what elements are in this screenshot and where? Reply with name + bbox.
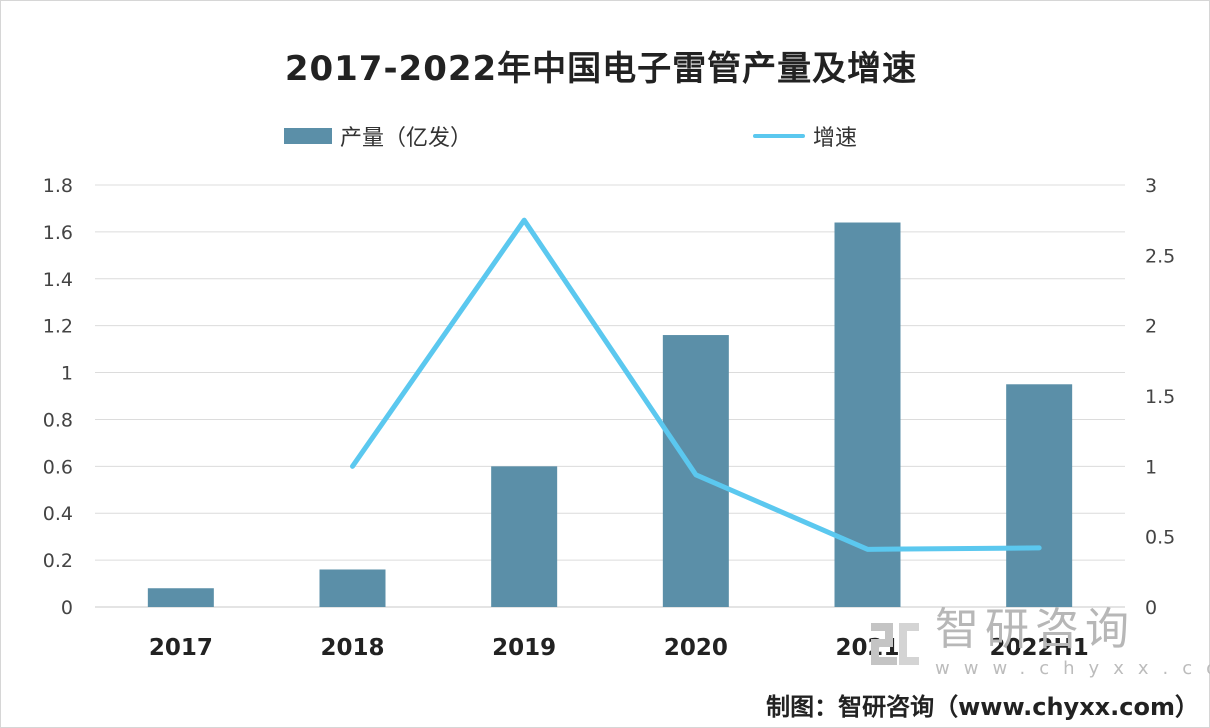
watermark-logo-icon — [869, 617, 921, 669]
y-right-tick-label: 2.5 — [1145, 245, 1175, 267]
watermark-url: www.chyxx.com — [935, 657, 1210, 679]
bar-production — [147, 588, 214, 607]
source-note: 制图：智研咨询（www.chyxx.com） — [766, 693, 1199, 721]
legend-item-production: 产量（亿发） — [284, 121, 472, 151]
watermark-text: 智研咨询 — [935, 603, 1135, 655]
y-left-tick-label: 1.8 — [43, 175, 73, 197]
legend-swatch-production — [284, 128, 332, 144]
x-tick-label: 2017 — [149, 635, 213, 661]
y-left-tick-label: 1 — [61, 363, 73, 385]
x-tick-label: 2018 — [320, 635, 384, 661]
legend-swatch-growth — [753, 134, 805, 138]
y-left-tick-label: 0.4 — [43, 503, 73, 525]
y-right-tick-label: 1.5 — [1145, 386, 1175, 408]
bar-production — [1006, 384, 1073, 607]
y-right-tick-label: 0 — [1145, 597, 1157, 619]
y-left-tick-label: 1.6 — [43, 222, 73, 244]
x-tick-label: 2020 — [664, 635, 728, 661]
y-right-tick-label: 0.5 — [1145, 527, 1175, 549]
y-right-tick-label: 2 — [1145, 316, 1157, 338]
y-left-tick-label: 0.6 — [43, 456, 73, 478]
bar-production — [834, 222, 901, 607]
y-left-tick-label: 1.2 — [43, 316, 73, 338]
watermark: 智研咨询 www.chyxx.com — [869, 603, 1210, 683]
y-left-tick-label: 1.4 — [43, 269, 73, 291]
x-tick-label: 2019 — [492, 635, 556, 661]
bar-production — [319, 569, 386, 607]
chart-title: 2017-2022年中国电子雷管产量及增速 — [284, 49, 918, 89]
x-tick-label: 2022H1 — [990, 635, 1089, 661]
legend-item-growth: 增速 — [753, 121, 857, 151]
legend-label-production: 产量（亿发） — [340, 126, 473, 151]
y-left-tick-label: 0 — [61, 597, 73, 619]
y-right-tick-label: 3 — [1145, 175, 1157, 197]
legend-label-growth: 增速 — [813, 126, 858, 151]
bar-production — [491, 466, 558, 607]
y-right-tick-label: 1 — [1145, 456, 1157, 478]
y-left-tick-label: 0.2 — [43, 550, 73, 572]
y-left-tick-label: 0.8 — [43, 409, 73, 431]
